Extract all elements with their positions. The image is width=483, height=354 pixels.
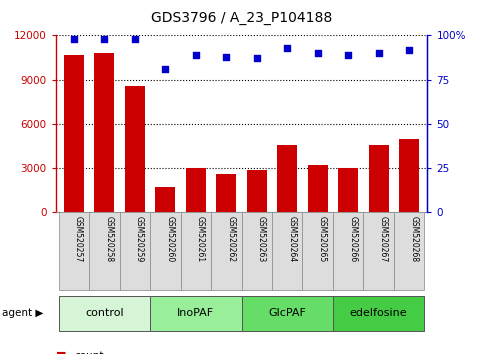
Text: count: count	[75, 351, 104, 354]
Text: GSM520263: GSM520263	[257, 216, 266, 263]
Text: GSM520264: GSM520264	[287, 216, 296, 263]
Bar	[363, 212, 394, 290]
Point	[284, 45, 291, 51]
Text: ■: ■	[56, 351, 66, 354]
Bar	[394, 212, 425, 290]
Text: InoPAF: InoPAF	[177, 308, 214, 318]
Bar	[277, 144, 297, 212]
Text: GSM520257: GSM520257	[74, 216, 83, 263]
Bar	[247, 170, 267, 212]
Bar	[369, 144, 389, 212]
Bar	[181, 212, 211, 290]
Point	[222, 54, 230, 59]
Point	[70, 36, 78, 42]
Text: GSM520262: GSM520262	[226, 216, 235, 262]
Bar	[308, 165, 327, 212]
Bar	[272, 212, 302, 290]
Bar	[156, 187, 175, 212]
Text: GSM520259: GSM520259	[135, 216, 144, 263]
Text: GSM520265: GSM520265	[318, 216, 327, 263]
Text: GSM520267: GSM520267	[379, 216, 388, 263]
Point	[161, 66, 169, 72]
Bar	[333, 296, 425, 331]
Bar	[150, 212, 181, 290]
Text: GSM520260: GSM520260	[165, 216, 174, 263]
Bar	[58, 212, 89, 290]
Point	[253, 56, 261, 61]
Bar	[89, 212, 120, 290]
Text: GSM520258: GSM520258	[104, 216, 114, 262]
Bar	[125, 86, 145, 212]
Bar	[58, 296, 150, 331]
Text: GlcPAF: GlcPAF	[268, 308, 306, 318]
Text: GSM520266: GSM520266	[348, 216, 357, 263]
Bar	[186, 168, 206, 212]
Bar	[64, 55, 84, 212]
Bar	[150, 296, 242, 331]
Bar	[242, 212, 272, 290]
Bar	[333, 212, 363, 290]
Text: edelfosine: edelfosine	[350, 308, 408, 318]
Point	[405, 47, 413, 52]
Point	[314, 50, 322, 56]
Bar	[120, 212, 150, 290]
Text: agent ▶: agent ▶	[2, 308, 44, 318]
Bar	[302, 212, 333, 290]
Point	[375, 50, 383, 56]
Text: control: control	[85, 308, 124, 318]
Bar	[211, 212, 242, 290]
Point	[131, 36, 139, 42]
Text: GDS3796 / A_23_P104188: GDS3796 / A_23_P104188	[151, 11, 332, 25]
Bar	[216, 174, 236, 212]
Point	[100, 36, 108, 42]
Text: GSM520261: GSM520261	[196, 216, 205, 262]
Bar	[242, 296, 333, 331]
Bar	[94, 53, 114, 212]
Bar	[338, 168, 358, 212]
Bar	[399, 139, 419, 212]
Point	[344, 52, 352, 58]
Text: GSM520268: GSM520268	[409, 216, 418, 262]
Point	[192, 52, 199, 58]
